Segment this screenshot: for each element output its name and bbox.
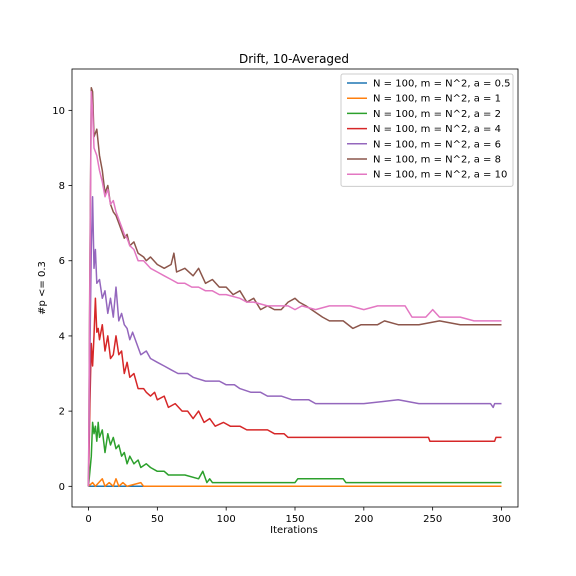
y-tick-label-0: 0 (59, 482, 65, 493)
series-line-6 (87, 90, 502, 487)
x-tick-label-6: 300 (492, 514, 511, 525)
plot-frame (71, 68, 519, 508)
series-line-2 (87, 421, 502, 487)
x-axis-label: Iterations (270, 525, 318, 536)
y-tick-label-4: 8 (59, 181, 65, 192)
y-tick-label-3: 6 (59, 256, 65, 267)
x-tick-label-4: 200 (354, 514, 373, 525)
legend-label-4: N = 100, m = N^2, a = 6 (373, 139, 501, 150)
x-tick-label-3: 150 (285, 514, 304, 525)
legend-box (340, 73, 514, 187)
y-tick-label-1: 2 (59, 407, 65, 418)
x-tick-label-5: 250 (423, 514, 442, 525)
y-tick-label-5: 10 (52, 106, 65, 117)
legend-label-3: N = 100, m = N^2, a = 4 (373, 124, 501, 135)
y-tick-label-2: 4 (59, 331, 65, 342)
x-tick-label-0: 0 (85, 514, 91, 525)
y-axis-label: #p <= 0.3 (37, 261, 48, 315)
chart-title: Drift, 10-Averaged (239, 52, 349, 66)
legend-label-0: N = 100, m = N^2, a = 0.5 (373, 79, 511, 90)
series-line-3 (87, 297, 502, 487)
series-line-1 (87, 478, 502, 488)
series-line-4 (87, 196, 502, 487)
ticks-layer: 0 50 100 150 200 250 300 0 2 4 6 8 10 (52, 106, 511, 525)
legend-label-5: N = 100, m = N^2, a = 8 (373, 155, 501, 166)
series-layer (87, 87, 502, 488)
legend-label-2: N = 100, m = N^2, a = 2 (373, 109, 501, 120)
x-tick-label-1: 50 (151, 514, 164, 525)
legend-label-1: N = 100, m = N^2, a = 1 (373, 94, 501, 105)
x-tick-label-2: 100 (217, 514, 236, 525)
legend: N = 100, m = N^2, a = 0.5 N = 100, m = N^… (340, 73, 514, 187)
legend-label-6: N = 100, m = N^2, a = 10 (373, 170, 507, 181)
